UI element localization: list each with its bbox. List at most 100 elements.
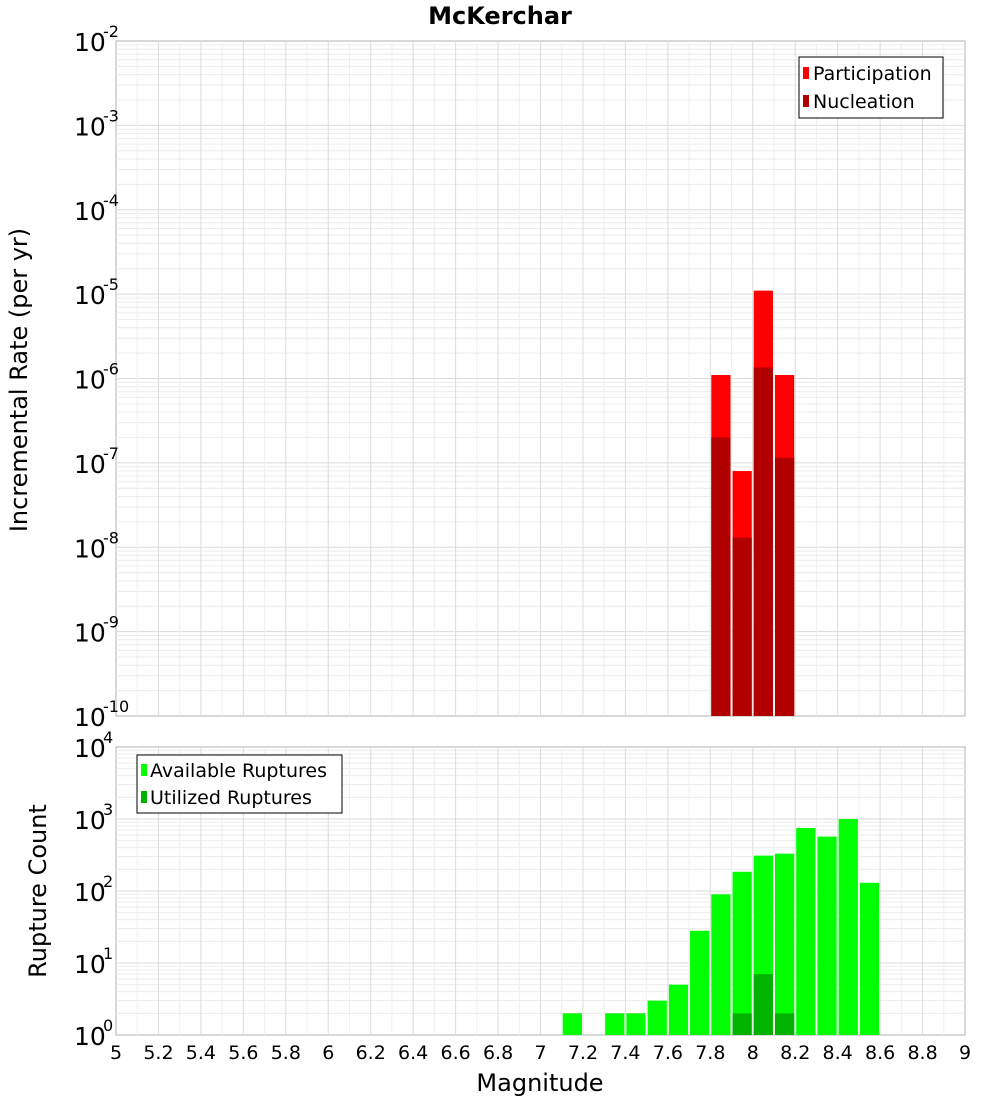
- rate-legend: Participation Nucleation: [798, 56, 944, 119]
- svg-text:0: 0: [103, 1016, 113, 1035]
- count-bar-available-ruptures: [774, 853, 795, 1035]
- count-bar-utilized-ruptures: [732, 1013, 752, 1035]
- svg-text:-6: -6: [103, 360, 119, 379]
- x-tick-label: 7: [534, 1042, 546, 1064]
- svg-text:10: 10: [74, 281, 106, 310]
- x-tick-label: 7.8: [695, 1042, 725, 1064]
- x-tick-label: 6.8: [483, 1042, 513, 1064]
- svg-text:3: 3: [103, 800, 113, 819]
- rate-bar-nucleation: [711, 437, 731, 716]
- svg-text:10: 10: [74, 878, 106, 907]
- count-bar-available-ruptures: [626, 1013, 646, 1035]
- count-bar-available-ruptures: [562, 1013, 582, 1035]
- x-tick-label: 8.4: [823, 1042, 853, 1064]
- legend-swatch-nucleation: [803, 95, 809, 107]
- x-tick-label: 9: [959, 1042, 971, 1064]
- rate-bar-nucleation: [732, 537, 752, 716]
- svg-text:10: 10: [74, 28, 106, 57]
- rate-y-tick-label: 10-8: [74, 528, 119, 563]
- svg-text:-10: -10: [103, 697, 129, 716]
- count-bar-available-ruptures: [817, 836, 837, 1035]
- count-bar-available-ruptures: [690, 930, 710, 1035]
- x-tick-label: 7.2: [568, 1042, 598, 1064]
- x-tick-label: 6.6: [440, 1042, 470, 1064]
- svg-text:2: 2: [103, 872, 113, 891]
- legend-swatch-participation: [803, 67, 809, 79]
- rate-bars: [711, 290, 795, 716]
- count-y-tick-label: 102: [74, 872, 113, 907]
- x-axis-title: Magnitude: [476, 1069, 603, 1097]
- rate-y-tick-label: 10-7: [74, 444, 119, 479]
- count-bars: [562, 819, 880, 1035]
- legend-label-participation: Participation: [813, 63, 932, 85]
- count-bar-utilized-ruptures: [753, 974, 773, 1035]
- rate-y-tick-label: 10-2: [74, 22, 119, 57]
- svg-text:-5: -5: [103, 275, 119, 294]
- x-tick-label: 6: [322, 1042, 334, 1064]
- count-bar-available-ruptures: [732, 871, 752, 1035]
- svg-text:10: 10: [74, 734, 106, 763]
- svg-text:10: 10: [74, 534, 106, 563]
- count-legend: Available Ruptures Utilized Ruptures: [136, 754, 343, 814]
- legend-label-utilized: Utilized Ruptures: [150, 787, 312, 809]
- count-bar-utilized-ruptures: [774, 1013, 795, 1035]
- rate-gridlines: [116, 41, 965, 716]
- count-bar-available-ruptures: [647, 1000, 667, 1035]
- count-bar-available-ruptures: [859, 882, 880, 1035]
- x-tick-label: 6.4: [398, 1042, 428, 1064]
- svg-text:10: 10: [74, 806, 106, 835]
- count-bar-available-ruptures: [711, 894, 731, 1035]
- chart-title: McKerchar: [428, 2, 572, 30]
- rate-bar-nucleation: [774, 457, 795, 716]
- count-bar-available-ruptures: [668, 984, 689, 1035]
- svg-text:10: 10: [74, 450, 106, 479]
- x-tick-label: 7.4: [610, 1042, 640, 1064]
- count-y-axis-title: Rupture Count: [24, 804, 52, 978]
- rate-y-tick-label: 10-10: [74, 697, 129, 732]
- count-bar-available-ruptures: [838, 819, 858, 1035]
- rate-y-tick-label: 10-3: [74, 106, 119, 141]
- svg-text:1: 1: [103, 944, 113, 963]
- count-y-tick-label: 100: [74, 1016, 113, 1051]
- rate-y-axis-title: Incremental Rate (per yr): [5, 228, 33, 532]
- svg-text:10: 10: [74, 1022, 106, 1051]
- legend-swatch-available: [141, 764, 147, 776]
- x-tick-label: 5.8: [271, 1042, 301, 1064]
- svg-text:-7: -7: [103, 444, 119, 463]
- count-bar-available-ruptures: [605, 1013, 625, 1035]
- x-tick-label: 5.6: [228, 1042, 258, 1064]
- count-y-tick-label: 103: [74, 800, 113, 835]
- count-y-tick-label: 101: [74, 944, 113, 979]
- svg-text:-2: -2: [103, 22, 119, 41]
- x-tick-label: 5.2: [143, 1042, 173, 1064]
- svg-text:4: 4: [103, 728, 113, 747]
- rate-bar-nucleation: [753, 367, 773, 716]
- count-y-tick-label: 104: [74, 728, 113, 763]
- x-tick-label: 8.2: [780, 1042, 810, 1064]
- x-tick-label: 8: [747, 1042, 759, 1064]
- rate-y-tick-label: 10-9: [74, 613, 119, 648]
- x-tick-label: 8.8: [907, 1042, 937, 1064]
- svg-text:-9: -9: [103, 613, 119, 632]
- svg-text:10: 10: [74, 366, 106, 395]
- rate-legend-box: [798, 56, 944, 119]
- svg-text:-4: -4: [103, 191, 119, 210]
- legend-swatch-utilized: [141, 791, 147, 803]
- rate-y-tick-label: 10-5: [74, 275, 119, 310]
- x-axis-ticks: 5 5.2 5.4 5.6 5.8 6 6.2 6.4 6.6 6.8 7 7.2 7.4 7.6 7.8 8…: [110, 1042, 971, 1064]
- count-legend-box: [136, 754, 343, 814]
- rate-y-tick-label: 10-4: [74, 191, 119, 226]
- rate-y-tick-label: 10-6: [74, 360, 119, 395]
- x-tick-label: 5: [110, 1042, 122, 1064]
- svg-text:10: 10: [74, 703, 106, 732]
- legend-label-nucleation: Nucleation: [813, 91, 915, 113]
- x-tick-label: 6.2: [356, 1042, 386, 1064]
- svg-text:10: 10: [74, 112, 106, 141]
- svg-text:10: 10: [74, 619, 106, 648]
- count-bar-available-ruptures: [796, 827, 816, 1035]
